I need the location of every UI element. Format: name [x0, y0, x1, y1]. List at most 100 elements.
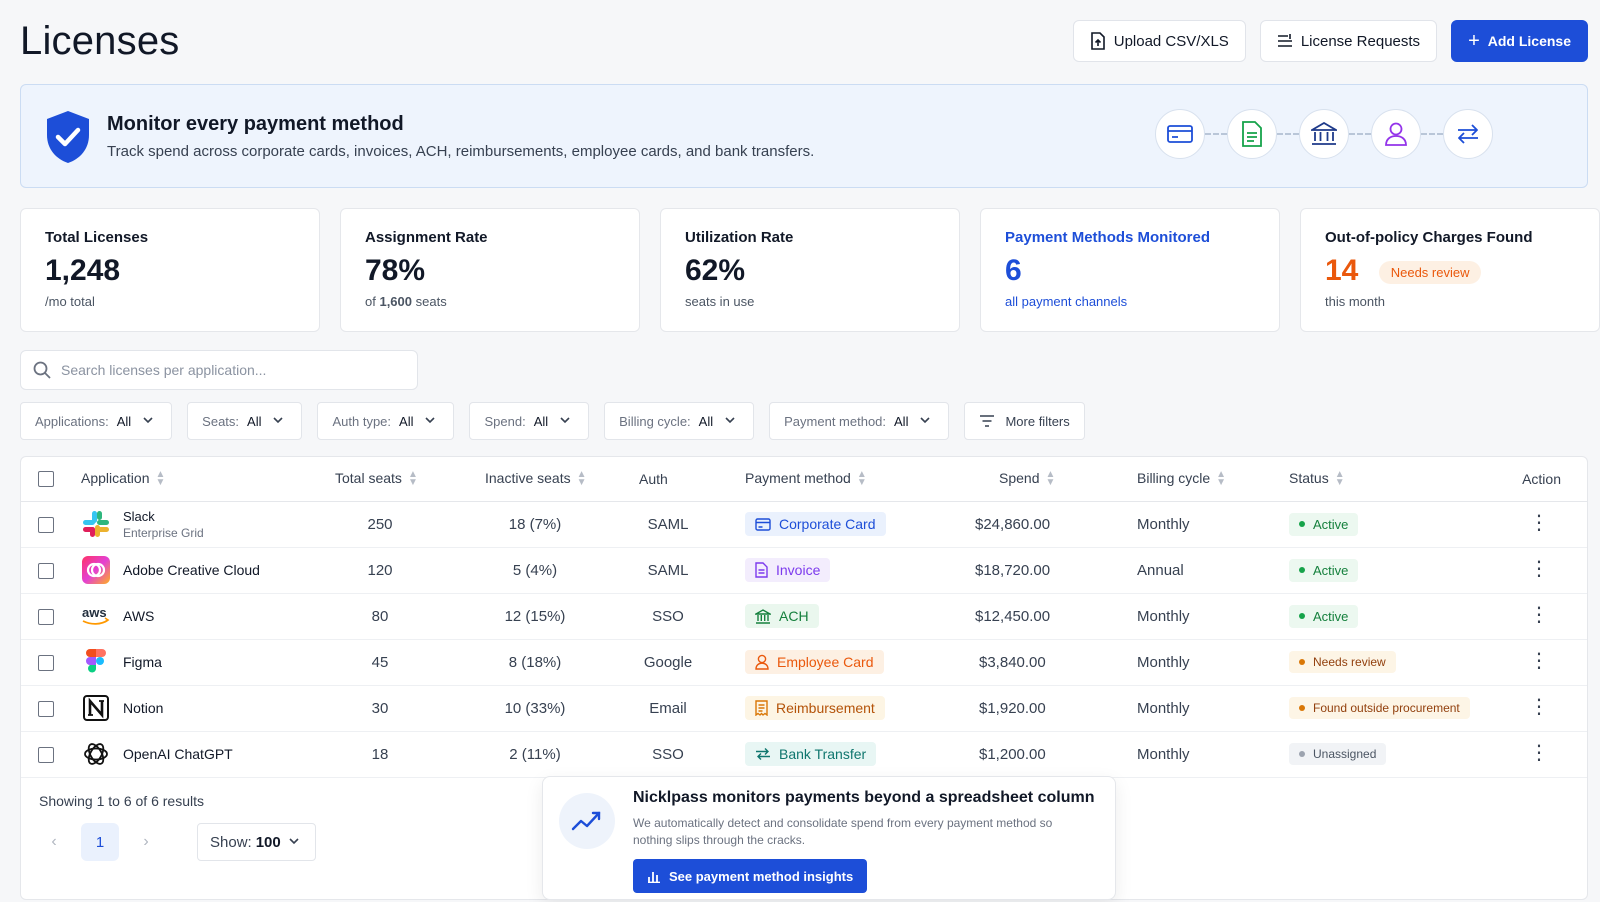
- bank-icon: [755, 608, 771, 624]
- trend-up-icon: [559, 793, 615, 849]
- sort-icon: ▲ ▼: [1216, 469, 1227, 489]
- prev-page-icon[interactable]: ‹: [51, 833, 57, 850]
- status-label: Unassigned: [1313, 747, 1377, 761]
- row-checkbox[interactable]: [38, 700, 54, 717]
- inactive-seats: 18 (7%): [485, 501, 635, 548]
- action-cell: ⋮: [1485, 501, 1587, 548]
- add-license-label: Add License: [1487, 33, 1571, 49]
- row-select-cell: [21, 731, 81, 778]
- payment-badge-bank-transfer: Bank Transfer: [745, 742, 877, 766]
- bank-icon: [1299, 109, 1349, 159]
- stat-value: 62%: [685, 254, 746, 287]
- status-cell: Active: [1289, 501, 1485, 548]
- page-size-select[interactable]: Show: 100: [197, 823, 316, 861]
- show-value: 100: [255, 833, 281, 851]
- chevron-down-icon: [725, 417, 735, 424]
- row-checkbox[interactable]: [38, 562, 54, 579]
- payment-method-cell: Employee Card: [745, 639, 971, 686]
- col-status[interactable]: Status ▲ ▼: [1289, 457, 1485, 502]
- page-number-button[interactable]: 1: [81, 823, 119, 861]
- connector-line: [1277, 133, 1299, 135]
- status-badge: Unassigned: [1289, 743, 1387, 765]
- col-spend[interactable]: Spend ▲ ▼: [971, 457, 1137, 502]
- status-badge: Active: [1289, 604, 1359, 628]
- filter-auth-type[interactable]: Auth type: All: [317, 402, 455, 440]
- stat-value: 6: [1005, 254, 1022, 287]
- more-vertical-icon[interactable]: ⋮: [1529, 511, 1549, 534]
- select-all-checkbox[interactable]: [38, 471, 54, 488]
- search-input[interactable]: [61, 362, 401, 378]
- filter-value: All: [894, 413, 909, 429]
- spend: $18,720.00: [971, 547, 1137, 594]
- table-row[interactable]: Notion 30 10 (33%) Email Reimbursement $…: [21, 685, 1587, 732]
- total-seats: 250: [335, 501, 485, 548]
- popup-subtitle: We automatically detect and consolidate …: [633, 816, 1053, 847]
- app-cell: Slack Enterprise Grid: [81, 501, 335, 548]
- filter-value: All: [116, 413, 132, 429]
- next-page-icon[interactable]: ›: [143, 833, 149, 850]
- stat-sub: all payment channels: [1005, 294, 1128, 309]
- app-name: Slack: [123, 508, 155, 524]
- auth-type: SSO: [635, 593, 745, 640]
- more-vertical-icon[interactable]: ⋮: [1529, 557, 1549, 580]
- row-select-cell: [21, 639, 81, 686]
- col-auth: Auth: [635, 457, 745, 502]
- inactive-seats: 8 (18%): [485, 639, 635, 686]
- upload-csv-button[interactable]: Upload CSV/XLS: [1072, 20, 1246, 62]
- table-row[interactable]: Figma 45 8 (18%) Google Employee Card $3…: [21, 639, 1587, 686]
- needs-review-badge: Needs review: [1378, 260, 1482, 284]
- aws-logo: aws: [81, 601, 111, 631]
- col-total-seats[interactable]: Total seats ▲ ▼: [335, 457, 485, 502]
- more-vertical-icon[interactable]: ⋮: [1529, 695, 1549, 718]
- licenses-table-card: Application ▲ ▼ Total seats ▲ ▼ Inactive sea…: [20, 456, 1588, 900]
- status-badge: Needs review: [1289, 651, 1396, 673]
- plus-icon: +: [1468, 29, 1480, 52]
- spend: $1,200.00: [971, 731, 1137, 778]
- license-requests-button[interactable]: License Requests: [1259, 20, 1438, 62]
- inactive-seats: 2 (11%): [485, 731, 635, 778]
- spend: $12,450.00: [971, 593, 1137, 640]
- filter-payment-method[interactable]: Payment method: All: [769, 402, 950, 440]
- table-row[interactable]: aws AWS 80 12 (15%) SSO ACH $12,450.00 M…: [21, 593, 1587, 640]
- filter-seats[interactable]: Seats: All: [187, 402, 303, 440]
- row-checkbox[interactable]: [38, 608, 54, 625]
- popup-title: Nicklpass monitors payments beyond a spr…: [633, 789, 1095, 806]
- payment-insights-button[interactable]: See payment method insights: [633, 859, 868, 893]
- license-requests-label: License Requests: [1300, 32, 1421, 50]
- app-name: Adobe Creative Cloud: [123, 562, 260, 578]
- more-vertical-icon[interactable]: ⋮: [1529, 741, 1549, 764]
- add-license-button[interactable]: + Add License: [1451, 20, 1588, 62]
- show-label: Show:: [210, 833, 252, 851]
- svg-text:aws: aws: [82, 605, 107, 620]
- filter-billing-cycle[interactable]: Billing cycle: All: [604, 402, 755, 440]
- row-checkbox[interactable]: [38, 654, 54, 671]
- sort-icon: ▲ ▼: [1334, 469, 1345, 489]
- status-label: Active: [1313, 516, 1349, 532]
- col-label: Inactive seats: [485, 470, 571, 487]
- table-row[interactable]: Slack Enterprise Grid 250 18 (7%) SAML C…: [21, 501, 1587, 548]
- openai-logo: [81, 739, 111, 769]
- col-inactive-seats[interactable]: Inactive seats ▲ ▼: [485, 457, 635, 502]
- row-checkbox[interactable]: [38, 516, 54, 533]
- filter-spend[interactable]: Spend: All: [469, 402, 590, 440]
- col-label: Billing cycle: [1137, 470, 1211, 487]
- more-vertical-icon[interactable]: ⋮: [1529, 603, 1549, 626]
- col-action: Action: [1485, 457, 1587, 502]
- filter-label: Seats:: [202, 413, 240, 429]
- col-label: Status: [1289, 470, 1329, 487]
- app-name: Figma: [123, 654, 162, 670]
- filter-lines-icon: [980, 415, 995, 427]
- filter-applications[interactable]: Applications: All: [20, 402, 173, 440]
- row-select-cell: [21, 593, 81, 640]
- stat-label: Total Licenses: [45, 229, 149, 246]
- filter-bar: Applications: All Seats: All Auth type: …: [20, 402, 1085, 440]
- row-checkbox[interactable]: [38, 746, 54, 763]
- col-payment-method[interactable]: Payment method ▲ ▼: [745, 457, 971, 502]
- more-filters-button[interactable]: More filters: [964, 402, 1085, 440]
- table-row[interactable]: OpenAI ChatGPT 18 2 (11%) SSO Bank Trans…: [21, 731, 1587, 778]
- credit-card-icon: [1155, 109, 1205, 159]
- col-application[interactable]: Application ▲ ▼: [81, 457, 335, 502]
- col-billing-cycle[interactable]: Billing cycle ▲ ▼: [1137, 457, 1289, 502]
- more-vertical-icon[interactable]: ⋮: [1529, 649, 1549, 672]
- table-row[interactable]: Adobe Creative Cloud 120 5 (4%) SAML Inv…: [21, 547, 1587, 594]
